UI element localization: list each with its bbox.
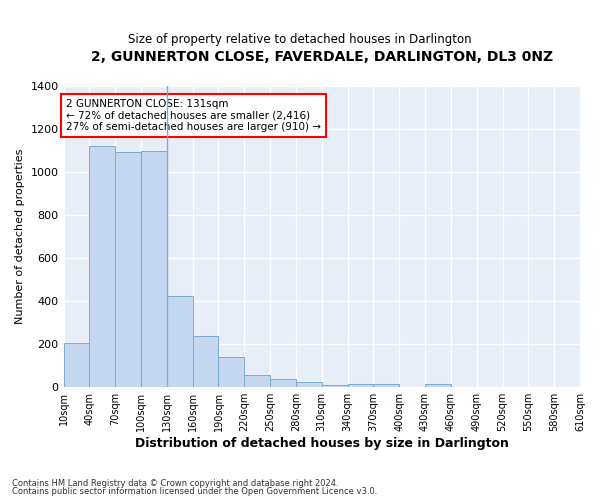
Bar (89, 146, 115, 387)
Bar (296, 382, 322, 387)
Text: 2 GUNNERTON CLOSE: 131sqm
← 72% of detached houses are smaller (2,416)
27% of se: 2 GUNNERTON CLOSE: 131sqm ← 72% of detac… (66, 99, 321, 132)
Title: 2, GUNNERTON CLOSE, FAVERDALE, DARLINGTON, DL3 0NZ: 2, GUNNERTON CLOSE, FAVERDALE, DARLINGTO… (91, 50, 553, 64)
Bar (270, 378, 296, 387)
Bar (244, 374, 270, 387)
Bar (373, 384, 399, 387)
Bar (347, 384, 373, 387)
Bar (64, 342, 89, 387)
Y-axis label: Number of detached properties: Number of detached properties (15, 149, 25, 324)
Bar (141, 150, 167, 387)
Bar (322, 385, 347, 387)
Bar (115, 152, 141, 387)
Bar (425, 384, 451, 387)
Bar (193, 336, 218, 387)
Text: Size of property relative to detached houses in Darlington: Size of property relative to detached ho… (128, 32, 472, 46)
Bar (167, 296, 193, 387)
Text: Contains HM Land Registry data © Crown copyright and database right 2024.: Contains HM Land Registry data © Crown c… (12, 478, 338, 488)
Text: Contains public sector information licensed under the Open Government Licence v3: Contains public sector information licen… (12, 487, 377, 496)
X-axis label: Distribution of detached houses by size in Darlington: Distribution of detached houses by size … (135, 437, 509, 450)
Bar (218, 357, 244, 387)
